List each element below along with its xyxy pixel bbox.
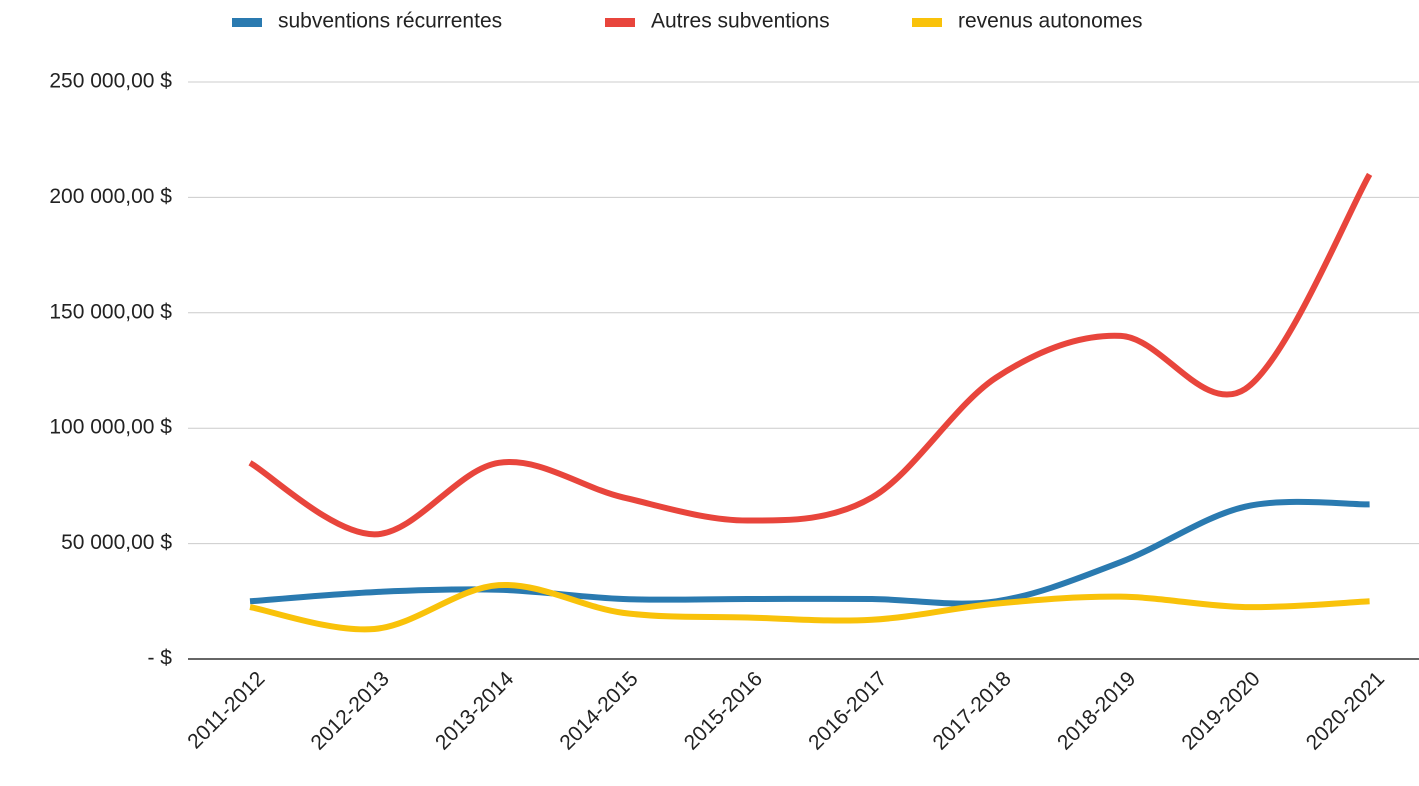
y-tick-label: 150 000,00 $ xyxy=(49,300,172,323)
legend-label: revenus autonomes xyxy=(958,10,1142,33)
legend-label: Autres subventions xyxy=(651,10,830,33)
legend-label: subventions récurrentes xyxy=(278,10,502,33)
x-tick-label: 2019-2020 xyxy=(1177,667,1264,754)
y-tick-label: 250 000,00 $ xyxy=(49,70,172,93)
series-line xyxy=(248,172,1373,538)
x-tick-label: 2013-2014 xyxy=(431,667,519,755)
x-tick-label: 2017-2018 xyxy=(929,667,1016,754)
x-tick-label: 2018-2019 xyxy=(1053,667,1140,754)
y-tick-label: 200 000,00 $ xyxy=(49,185,172,208)
legend-swatch xyxy=(605,18,635,27)
x-tick-label: 2011-2012 xyxy=(183,667,269,753)
series-line xyxy=(249,498,1370,607)
y-tick-label: 100 000,00 $ xyxy=(49,416,172,439)
x-tick-label: 2012-2013 xyxy=(307,667,394,754)
series-line xyxy=(249,582,1370,633)
legend-swatch xyxy=(912,18,942,27)
legend-swatch xyxy=(232,18,262,27)
x-tick-label: 2016-2017 xyxy=(804,667,891,754)
x-tick-label: 2015-2016 xyxy=(680,667,767,754)
y-tick-label: - $ xyxy=(147,647,172,670)
y-tick-label: 50 000,00 $ xyxy=(61,531,172,554)
x-tick-label: 2020-2021 xyxy=(1302,667,1389,754)
x-tick-label: 2014-2015 xyxy=(555,667,642,754)
